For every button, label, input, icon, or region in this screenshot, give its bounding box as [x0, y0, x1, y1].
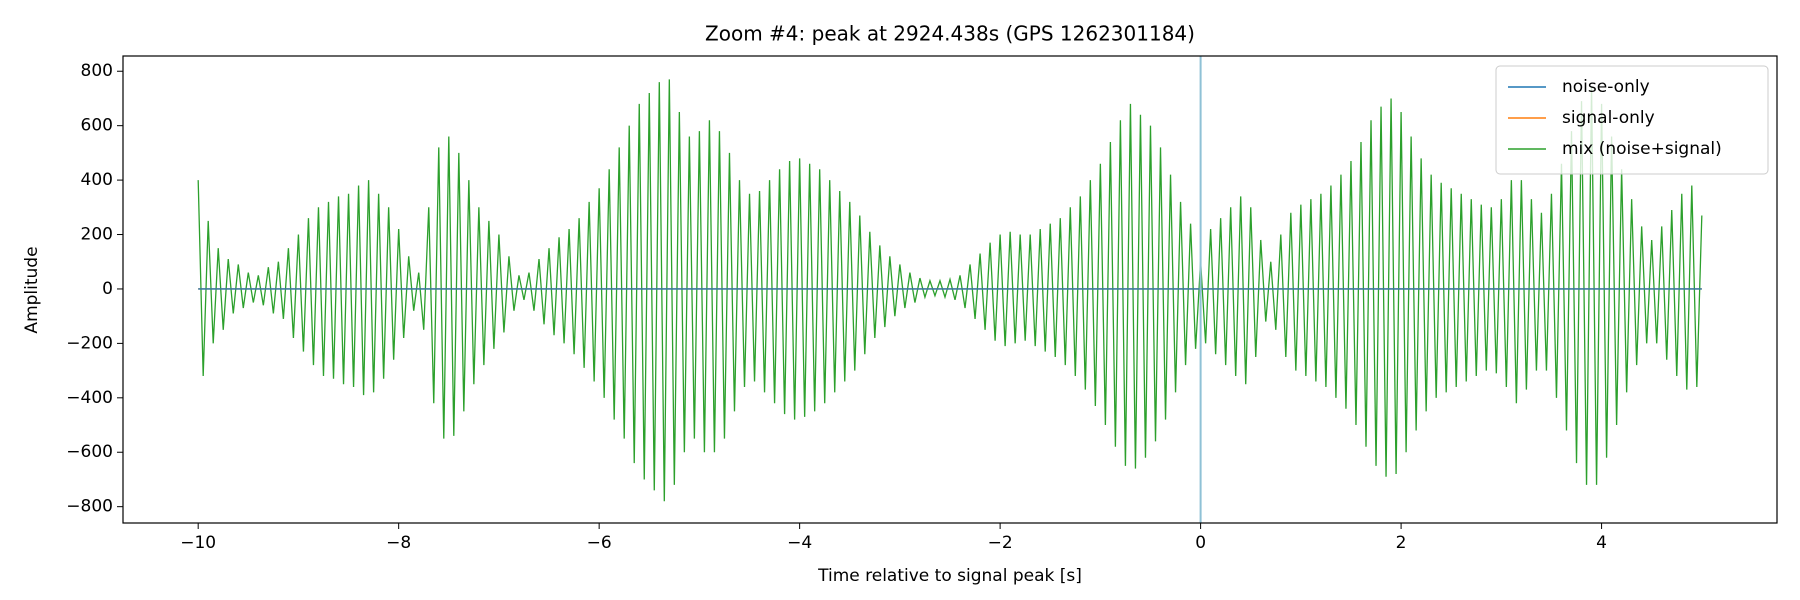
- y-tick-label: −800: [66, 497, 113, 517]
- y-tick-label: 800: [81, 61, 113, 81]
- y-tick-label: −200: [66, 333, 113, 353]
- legend-label: signal-only: [1562, 108, 1655, 128]
- x-tick-label: 2: [1396, 533, 1407, 553]
- x-tick-label: −8: [386, 533, 411, 553]
- y-tick-label: −600: [66, 442, 113, 462]
- legend-label: noise-only: [1562, 77, 1650, 97]
- y-axis-label: Amplitude: [22, 246, 42, 333]
- x-tick-label: −4: [787, 533, 812, 553]
- x-tick-label: −10: [180, 533, 216, 553]
- y-tick-label: −400: [66, 388, 113, 408]
- legend-label: mix (noise+signal): [1562, 139, 1722, 159]
- series-line: [197, 79, 1703, 502]
- plot-frame: [122, 55, 1778, 524]
- y-tick-label: 400: [81, 170, 113, 190]
- y-tick-label: 600: [81, 116, 113, 136]
- y-tick-label: 0: [102, 279, 113, 299]
- x-tick-label: −2: [988, 533, 1013, 553]
- x-tick-label: 4: [1596, 533, 1607, 553]
- y-tick-label: 200: [81, 225, 113, 245]
- x-tick-label: −6: [587, 533, 612, 553]
- legend-box: [1495, 65, 1769, 175]
- x-tick-label: 0: [1195, 533, 1206, 553]
- chart-title: Zoom #4: peak at 2924.438s (GPS 12623011…: [705, 22, 1195, 46]
- x-axis-label: Time relative to signal peak [s]: [817, 566, 1082, 586]
